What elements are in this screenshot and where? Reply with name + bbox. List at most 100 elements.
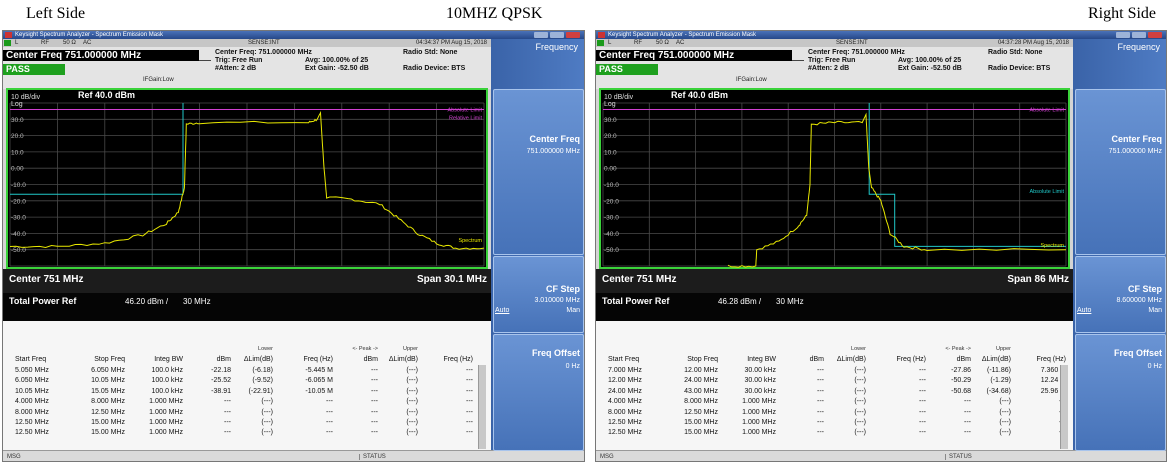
table-cell: --- (817, 398, 824, 406)
column-header: dBm (956, 356, 971, 363)
table-cell: (-34.68) (986, 387, 1011, 395)
scrollbar[interactable] (478, 365, 486, 449)
column-header: ΔLim(dB) (388, 356, 418, 363)
table-cell: -25.52 (211, 377, 231, 385)
softkey-value: 751.000000 MHz (526, 148, 580, 155)
column-group: Upper (403, 346, 418, 352)
softkey-value: 0 Hz (1147, 363, 1162, 370)
table-cell: --- (466, 398, 473, 406)
y-axis-label: 30.0 (604, 117, 617, 124)
table-cell: (---) (999, 419, 1011, 426)
softkey-button[interactable]: Freq Offset 0 Hz (1075, 334, 1166, 451)
column-header: Freq (Hz) (303, 356, 333, 363)
table-cell: --- (224, 398, 231, 406)
man-option[interactable]: Man (566, 307, 580, 314)
table-cell: 25.96 M (1040, 387, 1066, 395)
y-axis-label: -20.0 (11, 198, 26, 205)
table-cell: (---) (261, 408, 273, 416)
header: Center Freq 751.000000 MHz PASS IFGain:Low… (596, 47, 1073, 89)
table-cell: 4.000 MHz (15, 398, 49, 406)
table-cell: --- (326, 429, 333, 437)
table-cell: 8.000 MHz (91, 398, 125, 406)
table-cell: (---) (261, 419, 273, 426)
table-cell: 10.05 MHz (15, 387, 49, 395)
column-group: Lower (258, 346, 273, 352)
table-cell: (-9.52) (252, 377, 273, 385)
status-item: SENSE:INT (836, 40, 868, 46)
table-cell: 8.000 MHz (608, 408, 642, 416)
center-freq-box: Center Freq 751.000000 MHz (596, 50, 792, 61)
column-header: ΔLim(dB) (836, 356, 866, 363)
table-cell: 12.50 MHz (15, 429, 49, 437)
table-cell: 4.000 MHz (608, 398, 642, 406)
softkey-button[interactable]: Center Freq 751.000000 MHz (1075, 89, 1166, 255)
scale-label: 10 dB/div (604, 94, 634, 101)
man-option[interactable]: Man (1148, 307, 1162, 314)
window-control[interactable] (1148, 32, 1162, 38)
status-item: RF (634, 40, 642, 46)
table-cell: 12.50 MHz (91, 408, 125, 416)
results-table: Start Freq Stop Freq Integ BW dBm Lower ΔLim(… (3, 321, 491, 450)
table-cell: 15.00 MHz (684, 429, 718, 437)
window-control[interactable] (1116, 32, 1130, 38)
msg-label: MSG (600, 454, 614, 460)
column-header: Integ BW (747, 356, 776, 363)
window-control[interactable] (550, 32, 564, 38)
table-cell: (---) (406, 398, 418, 406)
status-bar: MSG STATUS (596, 450, 1166, 461)
softkey-button[interactable]: Freq Offset 0 Hz (493, 334, 584, 451)
table-cell: --- (964, 419, 971, 426)
status-item: AC (676, 40, 685, 46)
table-cell: 1.000 MHz (149, 398, 183, 406)
softkey-label: Freq Offset (1113, 348, 1162, 358)
table-cell: --- (817, 367, 824, 374)
table-cell: 12.50 MHz (684, 408, 718, 416)
table-cell: --- (224, 419, 231, 426)
table-cell: (-11.86) (987, 367, 1011, 374)
table-cell: --- (371, 367, 378, 374)
status-item: SENSE:INT (248, 40, 280, 46)
auto-option[interactable]: Auto (1077, 307, 1092, 314)
window-control[interactable] (534, 32, 548, 38)
softkey-button[interactable]: CF Step 3.010000 MHz Auto Man (493, 256, 584, 333)
status-label: STATUS (945, 454, 972, 460)
softkey-button[interactable]: CF Step 8.600000 MHz Auto Man (1075, 256, 1166, 333)
table-cell: --- (919, 387, 926, 395)
setting: Trig: Free Run (215, 57, 263, 64)
softkey-value: 0 Hz (565, 363, 580, 370)
center-freq-box: Center Freq 751.000000 MHz (3, 50, 199, 61)
pass-box: PASS (596, 64, 658, 75)
softkey-button[interactable]: Center Freq 751.000000 MHz (493, 89, 584, 255)
table-cell: 5.050 MHz (15, 367, 49, 374)
pass: PASS (599, 64, 623, 74)
table-cell: --- (224, 408, 231, 416)
menu-title: Frequency (1117, 42, 1160, 52)
softkey-value: 8.600000 MHz (1116, 297, 1162, 304)
table-cell: --- (371, 419, 378, 426)
status-item: 50 Ω (63, 40, 76, 46)
column-header: ΔLim(dB) (243, 356, 273, 363)
total-power-value: 46.20 dBm / (125, 297, 169, 306)
table-cell: 10.05 MHz (91, 377, 125, 385)
table-cell: (---) (406, 419, 418, 426)
status-label: STATUS (359, 454, 386, 460)
softkey-value: 751.000000 MHz (1108, 148, 1162, 155)
window-title: Keysight Spectrum Analyzer - Spectrum Em… (15, 32, 164, 38)
table-cell: (---) (854, 398, 866, 406)
window-control[interactable] (566, 32, 580, 38)
y-axis-label: -50.0 (604, 247, 619, 254)
log-label: Log (11, 101, 23, 108)
total-power-label: Total Power Ref (602, 296, 670, 306)
total-power-value: 46.28 dBm / (718, 297, 762, 306)
auto-option[interactable]: Auto (495, 307, 510, 314)
scrollbar[interactable] (1060, 365, 1068, 449)
setting: Center Freq: 751.000000 MHz (808, 49, 905, 56)
window-control[interactable] (1132, 32, 1146, 38)
span-label: Span 86 MHz (1007, 274, 1069, 285)
table-cell: --- (996, 419, 1066, 426)
table-cell: -50.29 (951, 377, 971, 385)
setting: Radio Device: BTS (988, 65, 1051, 72)
table-cell: --- (817, 387, 824, 395)
